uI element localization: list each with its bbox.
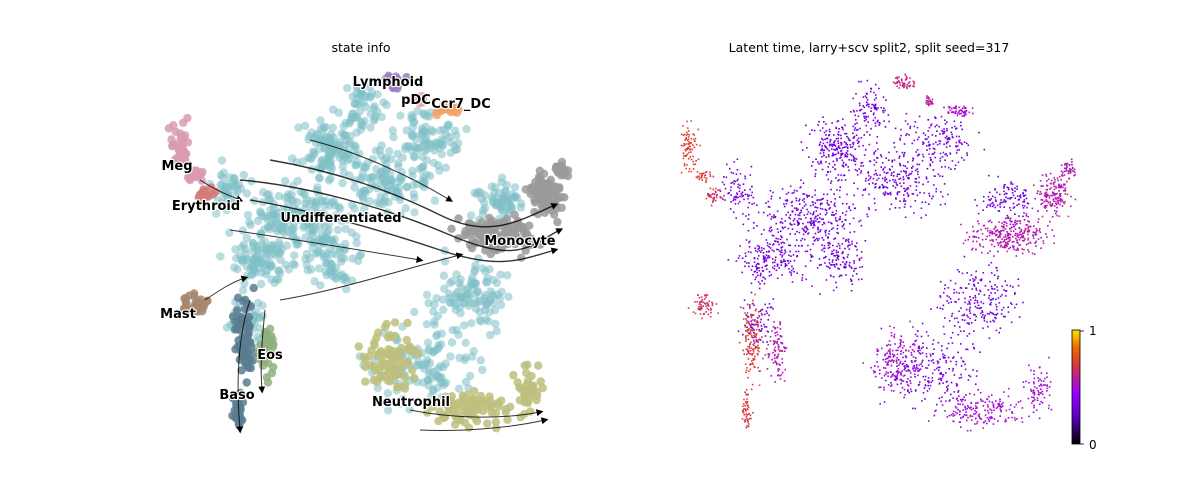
cluster-label-mast: Mast [160, 307, 196, 322]
right-panel-title: Latent time, larry+scv split2, split see… [729, 40, 1010, 55]
cluster-label-baso: Baso [219, 388, 254, 403]
cluster-lymphoid-points [381, 71, 411, 93]
cluster-erythroid-points [194, 183, 220, 205]
cluster-neutrophil-points [354, 318, 547, 433]
cluster-monocyte-points [447, 157, 573, 262]
cluster-eos-points [254, 324, 278, 387]
state-points [164, 71, 573, 433]
cluster-ccr7-dc-points [432, 101, 463, 120]
colorbar-tick-label-max: 1 [1089, 324, 1097, 338]
cluster-label-lymphoid: Lymphoid [353, 75, 424, 90]
cluster-label-meg: Meg [161, 159, 192, 174]
cluster-label-eos: Eos [257, 348, 283, 363]
left-panel-title: state info [331, 40, 390, 55]
latent-time-points [680, 73, 1077, 432]
cluster-labels: Lymphoid pDC Ccr7_DC Meg Erythroid Undifferen… [159, 74, 557, 411]
colorbar-tick-label-min: 0 [1089, 438, 1097, 452]
state-embedding-panel: Lymphoid pDC Ccr7_DC Meg Erythroid Undifferen… [159, 71, 573, 434]
cluster-mast-points [179, 289, 212, 319]
cluster-label-erythroid: Erythroid [172, 199, 240, 214]
cluster-label-monocyte: Monocyte [484, 234, 555, 249]
velocity-streamlines [199, 139, 564, 434]
cluster-pdc-points [411, 92, 427, 108]
cluster-label-pdc: pDC [401, 93, 431, 108]
colorbar-gradient [1071, 329, 1081, 445]
latent-time-panel [680, 73, 1077, 432]
cluster-meg-points [164, 113, 207, 185]
colorbar: 1 0 [1071, 324, 1097, 452]
cluster-baso-points [228, 283, 260, 430]
cluster-label-undifferentiated: Undifferentiated [280, 211, 401, 226]
cluster-label-neutrophil: Neutrophil [372, 395, 450, 410]
cluster-label-ccr7-dc: Ccr7_DC [431, 97, 491, 112]
